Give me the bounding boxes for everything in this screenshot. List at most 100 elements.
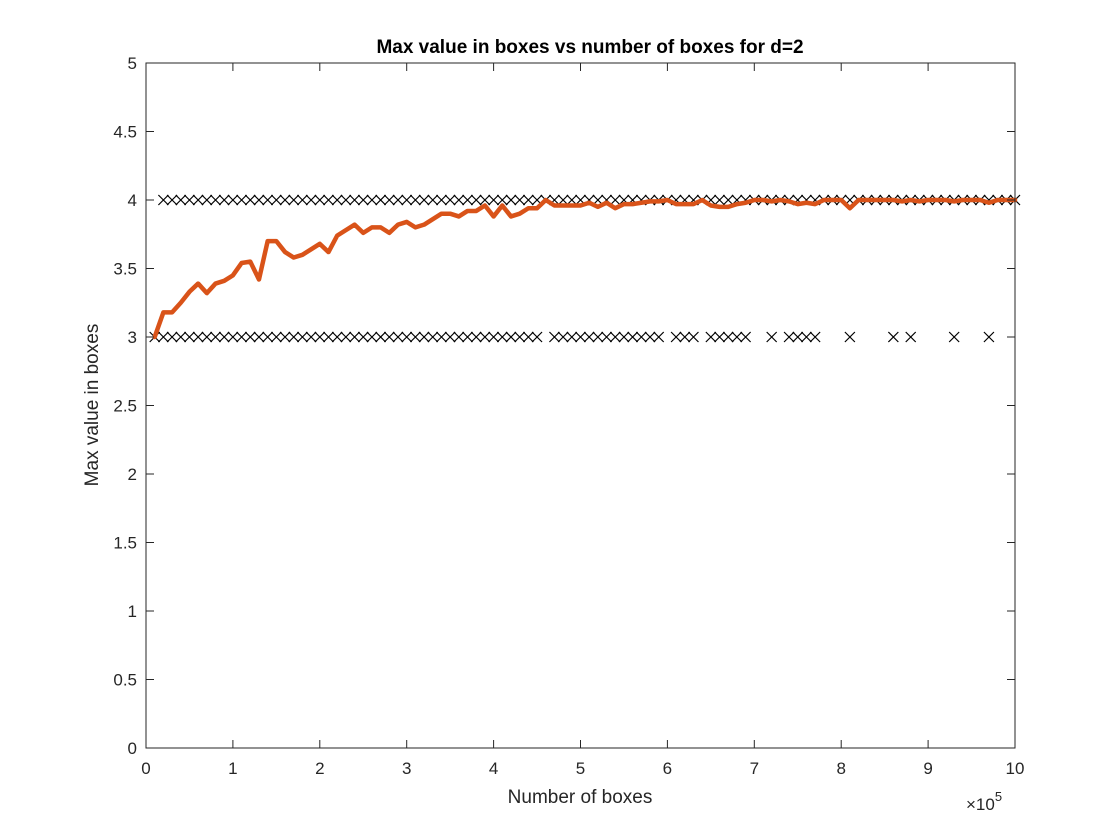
x-marker-point <box>192 331 204 343</box>
x-marker-point <box>366 331 378 343</box>
x-marker-point <box>357 194 369 206</box>
line-series <box>152 197 1018 340</box>
x-marker-point <box>436 331 447 343</box>
x-marker-point <box>618 331 630 343</box>
x-marker-point <box>488 194 500 206</box>
x-marker-point <box>288 194 300 206</box>
x-marker-point <box>644 331 656 343</box>
x-scale-base: ×10 <box>966 795 995 814</box>
x-marker-point <box>392 194 404 206</box>
x-tick-label: 7 <box>750 759 759 778</box>
x-marker-point <box>566 331 578 343</box>
x-marker-point <box>331 194 343 206</box>
x-marker-point <box>244 194 256 206</box>
x-marker-point <box>722 331 734 343</box>
x-tick-label: 2 <box>315 759 324 778</box>
x-marker-point <box>409 194 421 206</box>
x-marker-point <box>549 331 560 343</box>
y-tick-label: 3.5 <box>113 260 137 279</box>
x-marker-point <box>583 331 595 343</box>
x-marker-point <box>262 194 274 206</box>
x-marker-point <box>522 331 534 343</box>
x-marker-point <box>157 194 169 206</box>
x-scale-exponent: 5 <box>995 789 1002 804</box>
x-tick-label: 3 <box>402 759 411 778</box>
x-marker-point <box>288 331 300 343</box>
x-marker-point <box>218 331 230 343</box>
x-marker-point <box>201 194 213 206</box>
x-marker-point <box>679 331 691 343</box>
x-marker-point <box>201 331 213 343</box>
x-marker-point <box>688 331 699 343</box>
x-marker-point <box>427 331 439 343</box>
x-marker-point <box>809 331 821 343</box>
x-marker-point <box>184 331 195 343</box>
x-marker-point <box>479 331 491 343</box>
y-tick-label: 2 <box>128 465 137 484</box>
x-marker-point <box>609 331 621 343</box>
x-tick-label: 8 <box>836 759 845 778</box>
x-marker-point <box>601 331 612 343</box>
x-marker-point <box>349 194 360 206</box>
x-marker-point <box>505 194 517 206</box>
chart-title: Max value in boxes vs number of boxes fo… <box>376 37 803 58</box>
x-tick-label: 4 <box>489 759 498 778</box>
x-marker-point <box>531 331 543 343</box>
x-marker-point <box>462 331 473 343</box>
x-marker-point <box>514 331 526 343</box>
x-tick-label: 6 <box>663 759 672 778</box>
x-marker-point <box>479 194 491 206</box>
x-marker-point <box>731 331 743 343</box>
x-marker-point <box>279 331 291 343</box>
y-tick-label: 5 <box>128 54 137 73</box>
x-marker-point <box>427 194 439 206</box>
x-marker-point <box>792 331 804 343</box>
x-marker-point <box>349 331 360 343</box>
x-marker-point <box>418 331 430 343</box>
x-marker-point <box>444 194 456 206</box>
x-marker-point <box>436 194 447 206</box>
x-marker-point <box>705 331 717 343</box>
x-marker-point <box>514 194 526 206</box>
x-marker-point <box>470 331 482 343</box>
x-marker-point <box>383 331 395 343</box>
x-marker-point <box>635 331 647 343</box>
x-marker-point <box>296 331 308 343</box>
x-marker-point <box>783 331 795 343</box>
x-marker-point <box>279 194 291 206</box>
y-tick-label: 4 <box>128 191 137 210</box>
x-marker-point <box>714 331 725 343</box>
x-marker-point <box>296 194 308 206</box>
x-marker-point <box>157 331 169 343</box>
x-marker-point <box>392 331 404 343</box>
x-marker-point <box>609 194 621 206</box>
x-marker-point <box>340 194 352 206</box>
x-marker-point <box>740 331 752 343</box>
x-tick-label: 9 <box>923 759 932 778</box>
x-marker-point <box>331 331 343 343</box>
y-tick-label: 2.5 <box>113 397 137 416</box>
x-marker-point <box>409 331 421 343</box>
x-marker-point <box>166 331 178 343</box>
x-marker-point <box>366 194 378 206</box>
x-marker-point <box>270 331 282 343</box>
x-marker-point <box>670 331 682 343</box>
x-marker-point <box>592 331 604 343</box>
x-marker-point <box>522 194 534 206</box>
x-marker-point <box>262 331 274 343</box>
x-marker-point <box>375 194 387 206</box>
x-marker-point <box>401 331 413 343</box>
x-marker-point <box>270 194 282 206</box>
x-marker-point <box>210 331 221 343</box>
x-marker-point <box>314 331 326 343</box>
y-tick-label: 0 <box>128 739 137 758</box>
x-marker-point <box>887 331 899 343</box>
x-marker-point <box>557 331 569 343</box>
x-marker-point <box>375 331 387 343</box>
x-marker-point <box>210 194 221 206</box>
x-marker-point <box>383 194 395 206</box>
plot-frame <box>145 62 1016 749</box>
x-marker-point <box>653 331 665 343</box>
x-marker-point <box>236 331 248 343</box>
